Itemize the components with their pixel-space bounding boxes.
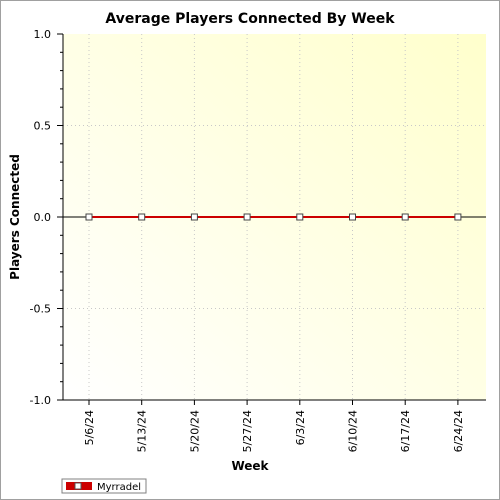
y-tick-label: -1.0: [30, 394, 51, 407]
data-point: [349, 213, 356, 221]
y-tick-label: 1.0: [34, 28, 52, 41]
chart-title: Average Players Connected By Week: [105, 11, 395, 27]
data-point: [190, 213, 198, 221]
x-tick-label: 5/20/24: [188, 410, 201, 452]
y-axis-ticks: 1.0 0.5 0.0 -0.5 -1.0: [30, 28, 63, 407]
y-tick-label: 0.0: [34, 211, 52, 224]
x-tick-label: 5/27/24: [241, 410, 254, 452]
data-point: [243, 213, 251, 221]
data-point: [138, 213, 146, 221]
data-point: [401, 213, 409, 221]
x-axis-label: Week: [231, 459, 269, 473]
x-tick-label: 5/6/24: [83, 410, 96, 445]
x-tick-label: 5/13/24: [136, 410, 149, 452]
series-lines: [85, 213, 462, 221]
grid-lines: [63, 34, 486, 400]
x-axis-ticks: 5/6/24 5/13/24 5/20/24 5/27/24 6/3/24 6/10/24…: [83, 400, 465, 452]
legend-marker: [74, 482, 82, 490]
x-tick-label: 6/3/24: [294, 410, 307, 445]
y-axis-label: Players Connected: [8, 154, 22, 280]
x-tick-label: 6/24/24: [452, 410, 465, 452]
x-tick-label: 6/17/24: [399, 410, 412, 452]
data-point: [454, 213, 462, 221]
data-point: [296, 213, 304, 221]
legend: Myrradel: [61, 478, 147, 494]
y-tick-label: -0.5: [30, 303, 51, 316]
data-point: [85, 213, 93, 221]
x-tick-label: 6/10/24: [347, 410, 360, 452]
y-tick-label: 0.5: [34, 120, 52, 133]
legend-label: Myrradel: [97, 482, 141, 493]
